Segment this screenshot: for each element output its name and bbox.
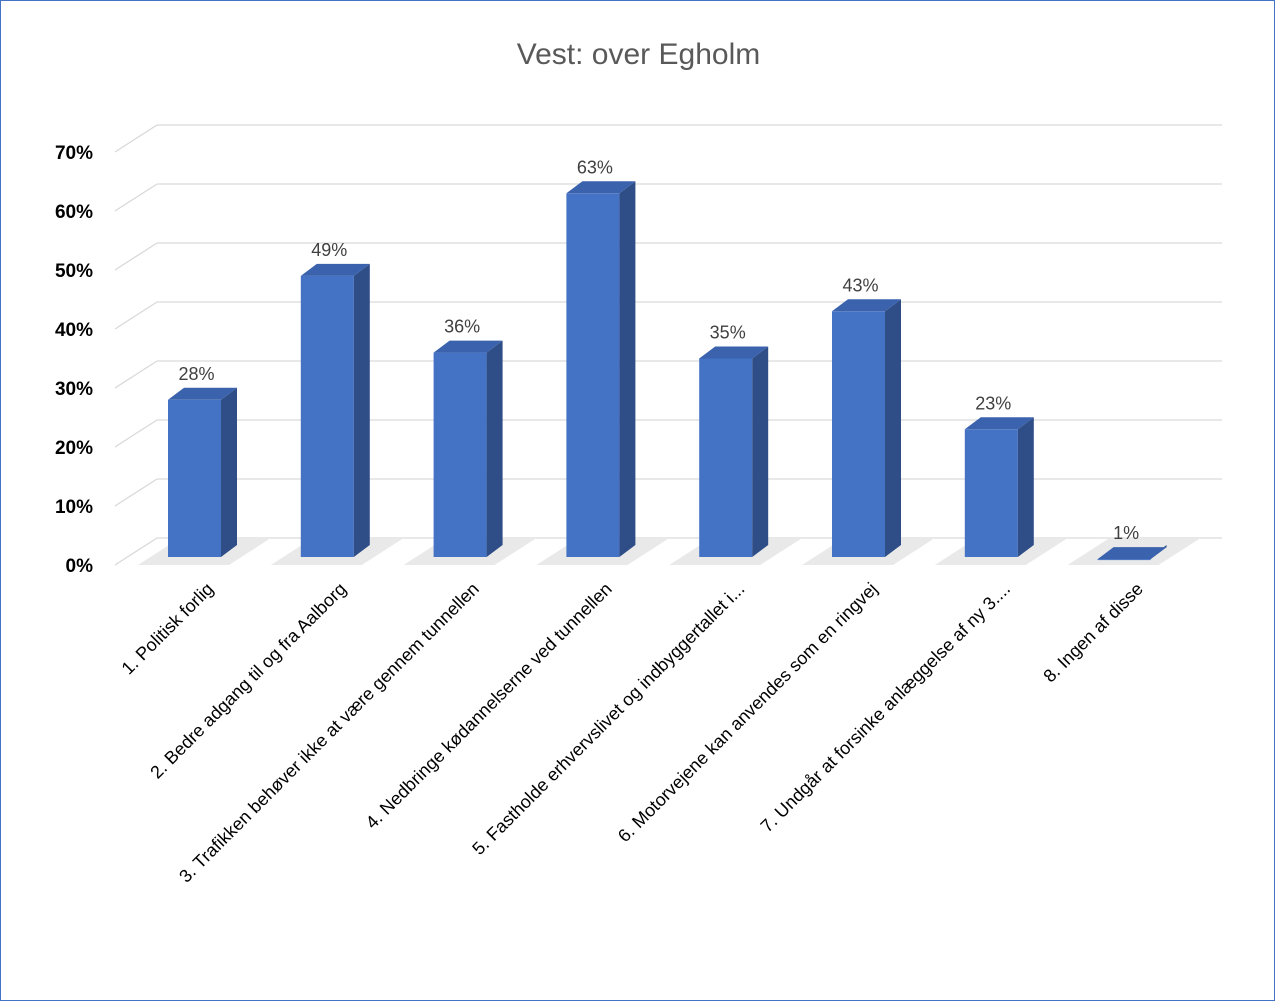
y-tick-label: 50% bbox=[55, 261, 93, 282]
data-label: 23% bbox=[975, 393, 1011, 413]
gridline-diagonal bbox=[114, 478, 158, 507]
x-tick-label: 3. Trafikken behøver ikke at være gennem… bbox=[175, 579, 483, 887]
bar bbox=[300, 275, 354, 557]
bar-top bbox=[300, 263, 370, 276]
data-label: 63% bbox=[577, 157, 613, 177]
y-tick-label: 0% bbox=[66, 556, 94, 577]
bar bbox=[832, 311, 885, 557]
y-tick-label: 60% bbox=[55, 202, 93, 223]
bar bbox=[964, 429, 1018, 557]
bar-top bbox=[1097, 547, 1167, 560]
chart-title: Vest: over Egholm bbox=[516, 38, 761, 71]
x-tick-label: 1. Politisk forlig bbox=[118, 579, 218, 679]
bar-side bbox=[752, 346, 769, 557]
data-label: 43% bbox=[842, 275, 878, 295]
bar-side bbox=[1017, 417, 1034, 557]
bars bbox=[168, 181, 1167, 561]
data-label: 36% bbox=[444, 317, 480, 337]
data-label: 1% bbox=[1113, 523, 1139, 543]
gridline-diagonal bbox=[114, 301, 158, 330]
bar-top bbox=[832, 299, 901, 312]
gridlines bbox=[114, 124, 1222, 566]
bar-top bbox=[566, 181, 636, 194]
data-labels: 28% 49% 36% 63% 35% 43% 23% 1% bbox=[178, 157, 1139, 543]
x-tick-label: 7. Undgår at forsinke anlæggelse af ny 3… bbox=[757, 579, 1015, 837]
bar bbox=[433, 352, 487, 557]
data-label: 35% bbox=[710, 323, 746, 343]
bar-top bbox=[168, 387, 237, 400]
bar-top bbox=[433, 340, 503, 353]
chart-floor bbox=[138, 538, 1201, 565]
bar bbox=[699, 358, 753, 557]
bar-side bbox=[885, 299, 901, 557]
x-tick-label: 8. Ingen af disse bbox=[1039, 579, 1147, 687]
y-axis-ticks: 0% 10% 20% 30% 40% 50% 60% 70% bbox=[55, 143, 93, 577]
gridline-diagonal bbox=[114, 360, 158, 389]
bar bbox=[168, 399, 221, 557]
x-tick-label: 5. Fastholde erhvervslivet og indbyggert… bbox=[468, 579, 748, 859]
bar-side bbox=[221, 387, 237, 557]
gridline-diagonal bbox=[114, 419, 158, 448]
bar-top bbox=[964, 417, 1034, 430]
bar bbox=[1097, 559, 1151, 561]
gridline-diagonal bbox=[114, 183, 158, 212]
data-label: 28% bbox=[178, 364, 214, 384]
y-tick-label: 30% bbox=[55, 379, 93, 400]
gridline-diagonal bbox=[114, 124, 158, 153]
bar bbox=[566, 193, 620, 558]
bar-side bbox=[486, 340, 503, 557]
gridline-diagonal bbox=[114, 242, 158, 271]
y-tick-label: 40% bbox=[55, 320, 93, 341]
bar-side bbox=[353, 263, 370, 557]
x-tick-label: 4. Nedbringe kødannelserne ved tunnellen bbox=[362, 579, 616, 833]
x-tick-label: 6. Motorvejene kan anvendes som en ringv… bbox=[614, 579, 881, 846]
gridline-diagonal bbox=[114, 537, 158, 566]
y-tick-label: 10% bbox=[55, 497, 93, 518]
bar-top bbox=[699, 346, 769, 359]
bar-side bbox=[619, 181, 636, 558]
data-label: 49% bbox=[311, 240, 347, 260]
y-tick-label: 20% bbox=[55, 438, 93, 459]
y-tick-label: 70% bbox=[55, 143, 93, 164]
